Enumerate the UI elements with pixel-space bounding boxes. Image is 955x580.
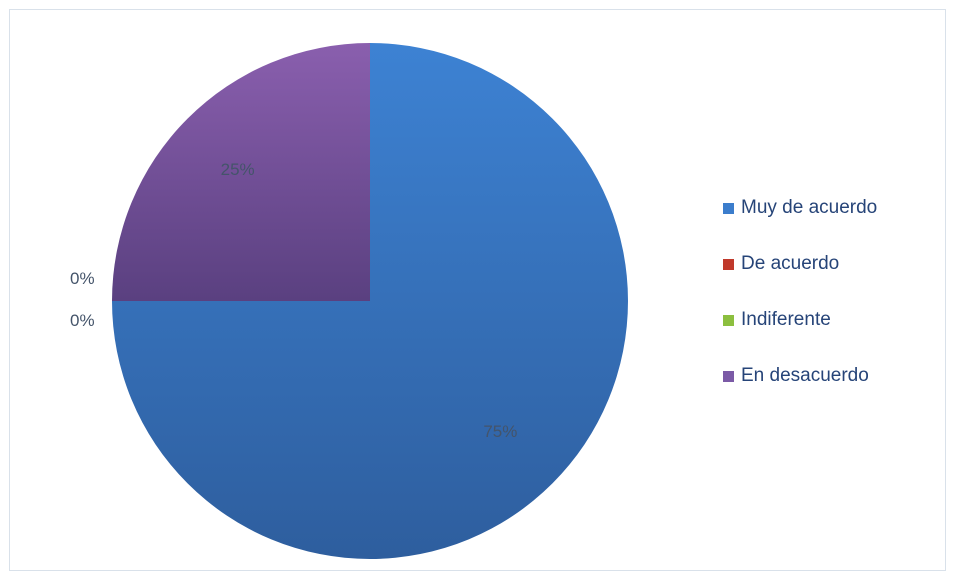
pie-chart bbox=[112, 43, 628, 559]
legend-label: Muy de acuerdo bbox=[741, 197, 878, 218]
legend-swatch bbox=[723, 370, 734, 382]
legend-label: Indiferente bbox=[741, 309, 831, 330]
data-label: 0% bbox=[70, 311, 95, 330]
legend-label: En desacuerdo bbox=[741, 365, 869, 386]
data-label: 0% bbox=[70, 269, 95, 288]
pie-slice-en-desacuerdo bbox=[112, 43, 370, 301]
data-label: 75% bbox=[483, 422, 518, 442]
legend-swatch bbox=[723, 202, 734, 214]
legend-swatch bbox=[723, 314, 734, 326]
legend-item-en-desacuerdo: En desacuerdo bbox=[723, 363, 877, 389]
legend-swatch bbox=[723, 258, 734, 270]
data-label: 25% bbox=[220, 159, 255, 179]
legend-label: De acuerdo bbox=[741, 253, 840, 274]
legend-item-de-acuerdo: De acuerdo bbox=[723, 251, 877, 277]
legend-item-muy-de-acuerdo: Muy de acuerdo bbox=[723, 195, 877, 221]
chart-area: 75% 0% 0% 25% Muy de acuerdo De acuerdo Ind… bbox=[9, 9, 946, 571]
legend: Muy de acuerdo De acuerdo Indiferente En… bbox=[723, 195, 877, 419]
legend-item-indiferente: Indiferente bbox=[723, 307, 877, 333]
